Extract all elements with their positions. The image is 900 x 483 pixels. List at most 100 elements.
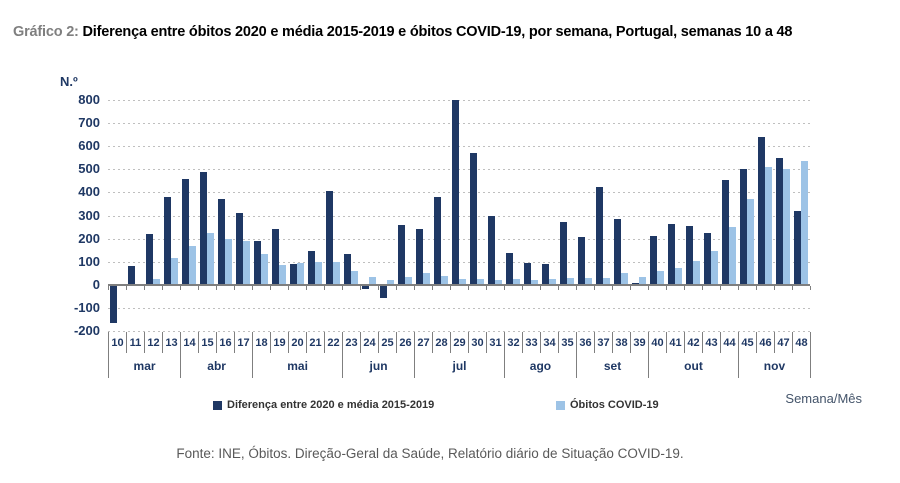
axis-tick (575, 285, 577, 290)
bar-covid-week-48 (801, 161, 809, 285)
legend-item-covid: Óbitos COVID-19 (556, 399, 659, 411)
bar-covid-week-14 (189, 245, 197, 285)
week-label-37: 37 (594, 332, 612, 353)
month-label-set: set (576, 353, 648, 378)
axis-tick (521, 285, 523, 290)
bar-covid-week-43 (711, 251, 719, 285)
axis-tick (629, 285, 631, 290)
axis-tick (611, 285, 613, 290)
chart-title: Gráfico 2: Diferença entre óbitos 2020 e… (13, 24, 792, 40)
week-label-29: 29 (450, 332, 468, 353)
week-label-27: 27 (414, 332, 432, 353)
bar-covid-week-25 (387, 280, 395, 285)
week-label-12: 12 (144, 332, 162, 353)
bar-covid-week-22 (333, 261, 341, 285)
y-tick-label--200: -200 (73, 323, 100, 338)
bar-diff-week-15 (199, 171, 207, 285)
axis-tick (503, 285, 505, 290)
week-label-24: 24 (360, 332, 378, 353)
bar-covid-week-13 (171, 258, 179, 285)
bar-covid-week-30 (477, 279, 485, 285)
bar-diff-week-24 (361, 285, 369, 290)
plot-area: 800 700 600 500 400 300 200 100 0 -100 -200 (74, 92, 811, 338)
axis-tick (395, 285, 397, 290)
bar-covid-week-20 (297, 262, 305, 285)
axis-tick (449, 285, 451, 290)
bar-covid-week-15 (207, 232, 215, 285)
x-axis-label: Semana/Mês (785, 391, 862, 406)
bar-diff-week-35 (559, 222, 567, 285)
bar-covid-week-34 (549, 279, 557, 285)
month-axis-row: mar abr mai jun jul ago set out nov (108, 353, 811, 378)
chart-title-text: Diferença entre óbitos 2020 e média 2015… (82, 24, 793, 40)
bar-covid-week-23 (351, 270, 359, 285)
gridline-800 (108, 100, 810, 101)
bar-diff-week-44 (721, 179, 729, 285)
bar-diff-week-47 (775, 157, 783, 285)
y-tick-label-200: 200 (78, 230, 100, 246)
bar-diff-week-19 (271, 229, 279, 285)
axis-tick (791, 285, 793, 290)
bar-diff-week-39 (631, 282, 639, 285)
month-label-mar: mar (108, 353, 180, 378)
week-label-48: 48 (792, 332, 810, 353)
axis-tick (413, 285, 415, 290)
axis-tick (161, 285, 163, 290)
axis-tick (593, 285, 595, 290)
bar-diff-week-25 (379, 285, 387, 299)
y-tick-label-600: 600 (78, 138, 100, 154)
axis-tick (809, 285, 811, 290)
axis-tick (125, 285, 127, 290)
gridline-300 (108, 215, 810, 217)
bar-diff-week-29 (451, 100, 459, 285)
y-tick-label-800: 800 (78, 92, 100, 107)
bar-diff-week-12 (145, 234, 153, 285)
bar-diff-week-37 (595, 186, 603, 285)
month-label-out: out (648, 353, 738, 378)
week-label-35: 35 (558, 332, 576, 353)
bar-covid-week-21 (315, 261, 323, 285)
bar-diff-week-23 (343, 253, 351, 285)
week-label-44: 44 (720, 332, 738, 353)
bar-covid-week-31 (495, 280, 503, 285)
month-label-ago: ago (503, 353, 576, 378)
bar-diff-week-27 (415, 229, 423, 285)
week-label-43: 43 (702, 332, 720, 353)
gridline--100 (108, 307, 810, 309)
bar-diff-week-30 (469, 153, 477, 285)
axis-tick (197, 285, 199, 290)
bar-covid-week-17 (243, 240, 251, 285)
week-label-20: 20 (288, 332, 306, 353)
week-label-42: 42 (684, 332, 702, 353)
week-label-13: 13 (162, 332, 180, 353)
gridline-400 (108, 192, 810, 194)
axis-tick (647, 285, 649, 290)
week-label-16: 16 (216, 332, 234, 353)
bar-covid-week-28 (441, 275, 449, 285)
week-label-31: 31 (486, 332, 504, 353)
axis-tick (377, 285, 379, 290)
bar-covid-week-16 (225, 238, 233, 285)
axis-tick (107, 285, 109, 290)
bar-diff-week-40 (649, 236, 657, 285)
bar-covid-week-12 (153, 279, 161, 285)
axis-tick (467, 285, 469, 290)
week-label-10: 10 (108, 332, 126, 353)
axis-tick (251, 285, 253, 290)
axis-tick (719, 285, 721, 290)
week-axis-row: 10 11 12 13 14 15 16 17 18 19 20 21 22 23 24 25 26 27 28 29… (108, 332, 811, 353)
axis-tick (305, 285, 307, 290)
week-label-46: 46 (756, 332, 774, 353)
week-label-23: 23 (342, 332, 360, 353)
bar-covid-week-27 (423, 273, 431, 285)
axis-tick (737, 285, 739, 290)
gridline-500 (108, 169, 810, 171)
bar-diff-week-32 (505, 252, 513, 285)
week-label-21: 21 (306, 332, 324, 353)
bar-diff-week-21 (307, 251, 315, 285)
bar-diff-week-43 (703, 232, 711, 285)
chart-title-prefix: Gráfico 2: (13, 24, 79, 40)
month-label-jul: jul (414, 353, 504, 378)
week-label-14: 14 (180, 332, 198, 353)
